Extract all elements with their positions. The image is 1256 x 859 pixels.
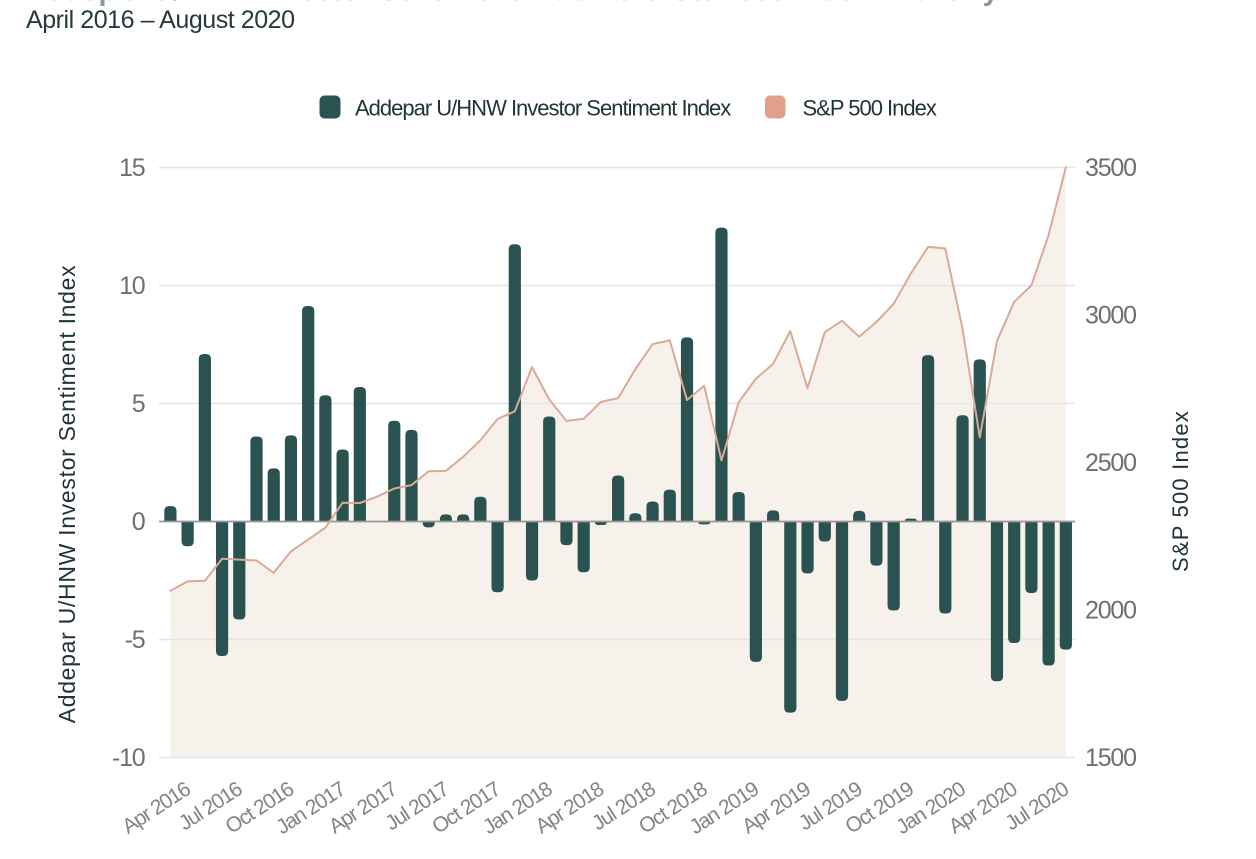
svg-text:Addepar U/HNW Investor Sentime: Addepar U/HNW Investor Sentiment Index [355,96,731,121]
svg-text:2000: 2000 [1085,597,1136,625]
svg-text:S&P 500 Index: S&P 500 Index [803,96,937,121]
svg-text:3000: 3000 [1085,302,1136,330]
svg-text:10: 10 [119,272,145,300]
svg-text:-10: -10 [112,744,145,772]
svg-text:5: 5 [132,390,145,418]
svg-text:-5: -5 [125,626,145,654]
svg-text:3500: 3500 [1085,154,1136,182]
svg-text:S&P 500 Index: S&P 500 Index [1168,410,1193,572]
svg-text:0: 0 [132,508,145,536]
svg-text:1500: 1500 [1085,744,1136,772]
svg-text:15: 15 [119,154,145,182]
svg-text:2500: 2500 [1085,449,1136,477]
svg-text:Addepar U/HNW Investor Sentime: Addepar U/HNW Investor Sentiment Index [54,265,80,724]
